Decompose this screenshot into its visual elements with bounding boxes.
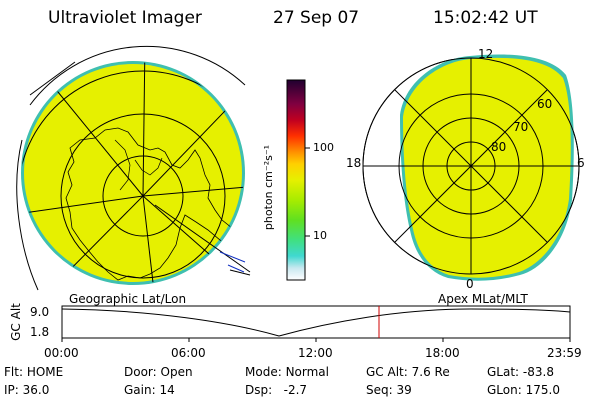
mlt-label-12: 12 — [478, 47, 494, 61]
mlat-label-80: 80 — [491, 140, 507, 154]
altitude-xtick: 23:59 — [547, 346, 582, 360]
status-gain: Gain: 14 — [124, 383, 175, 397]
mlt-label-6: 6 — [577, 156, 585, 170]
status-door: Door: Open — [124, 365, 193, 379]
apex-polar-plot — [362, 54, 580, 281]
status-ip: IP: 36.0 — [4, 383, 50, 397]
apex-caption: Apex MLat/MLT — [438, 292, 528, 306]
instrument-title: Ultraviolet Imager — [48, 8, 202, 28]
colorbar-tick-100: 100 — [313, 141, 334, 154]
colorbar-tick-10: 10 — [313, 229, 327, 242]
mlt-label-0: 0 — [466, 277, 474, 291]
date-label: 27 Sep 07 — [273, 8, 360, 28]
altitude-ylabel: GC Alt — [8, 303, 23, 341]
altitude-ytick-high: 9.0 — [30, 305, 50, 319]
geographic-map — [16, 45, 251, 291]
mlt-label-18: 18 — [346, 156, 362, 170]
status-gc-alt: GC Alt: 7.6 Re — [366, 365, 450, 379]
altitude-xtick: 06:00 — [171, 346, 206, 360]
status-seq: Seq: 39 — [366, 383, 412, 397]
status-flt: Flt: HOME — [4, 365, 64, 379]
mlat-label-60: 60 — [537, 97, 553, 111]
altitude-ytick-low: 1.8 — [30, 325, 50, 339]
status-glat: GLat: -83.8 — [487, 365, 554, 379]
altitude-xtick: 12:00 — [298, 346, 333, 360]
status-dsp: Dsp: -2.7 — [245, 383, 308, 397]
altitude-xtick: 00:00 — [44, 346, 79, 360]
colorbar-unit-label: photon cm⁻²s⁻¹ — [262, 144, 276, 231]
altitude-plot — [61, 305, 571, 342]
mlat-label-70: 70 — [513, 120, 529, 134]
geographic-caption: Geographic Lat/Lon — [69, 292, 187, 306]
status-mode: Mode: Normal — [245, 365, 329, 379]
colorbar — [286, 79, 310, 281]
altitude-xtick: 18:00 — [425, 346, 460, 360]
status-glon: GLon: 175.0 — [487, 383, 560, 397]
time-label: 15:02:42 UT — [433, 8, 538, 28]
